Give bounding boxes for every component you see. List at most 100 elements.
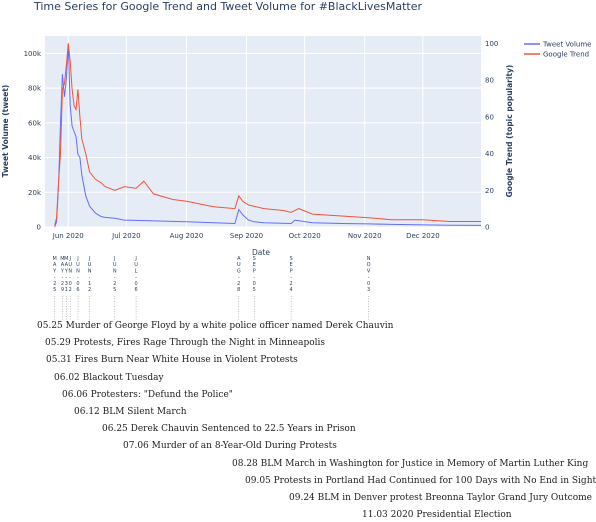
event-marker-letter: U (88, 262, 92, 268)
event-marker: MAY-31 (64, 256, 69, 320)
event-marker-letter: - (290, 275, 292, 281)
event-item: 09.24 BLM in Denver protest Breonna Tayl… (289, 493, 592, 503)
event-marker-letter: 9 (61, 287, 64, 293)
event-marker-letter: J (76, 256, 78, 262)
right-axis-ticks: 0 20 40 60 80 100 (485, 40, 498, 232)
event-marker-letter: N (367, 256, 371, 262)
event-marker-letter: U (76, 262, 80, 268)
event-marker-letter: E (253, 262, 256, 268)
event-marker-letter: 2 (69, 287, 72, 293)
x-tick-label: Jun 2020 (52, 232, 84, 240)
event-marker-letter: 4 (290, 287, 293, 293)
event-marker-letter: 0 (367, 281, 370, 287)
x-tick-label: Nov 2020 (348, 232, 382, 240)
event-markers: MAY-25MAY-29MAY-31JUN-02JUN-06JUN-12JUN-… (52, 256, 371, 320)
event-marker-letter: - (62, 275, 64, 281)
x-tick-label: Jul 2020 (111, 232, 141, 240)
event-marker-letter: - (135, 275, 137, 281)
left-tick-label: 20k (28, 189, 42, 197)
event-marker-letter: 2 (290, 281, 293, 287)
left-axis-ticks: 0 20k 40k 60k 80k 100k (24, 50, 42, 232)
legend[interactable]: Tweet Volume Google Trend (524, 41, 591, 59)
left-tick-label: 0 (37, 224, 41, 232)
event-marker-letter: 0 (134, 281, 137, 287)
legend-label[interactable]: Google Trend (543, 51, 589, 59)
chart-title: Time Series for Google Trend and Tweet V… (33, 0, 423, 13)
event-item: 06.06 Protesters: "Defund the Police" (62, 389, 233, 400)
event-marker-letter: 0 (69, 281, 72, 287)
event-marker-letter: A (65, 262, 69, 268)
event-marker-letter: M (64, 256, 68, 262)
right-tick-label: 100 (485, 40, 498, 48)
event-marker: MAY-25 (52, 256, 57, 320)
right-tick-label: 20 (485, 187, 494, 195)
left-tick-label: 80k (28, 85, 42, 93)
plot-area (45, 36, 481, 227)
left-tick-label: 60k (28, 119, 42, 127)
x-axis-ticks: Jun 2020 Jul 2020 Aug 2020 Sep 2020 Oct 2020… (52, 232, 440, 240)
event-marker-letter: V (367, 268, 371, 274)
event-marker-letter: - (89, 275, 91, 281)
event-marker-letter: N (113, 268, 117, 274)
event-marker-letter: P (290, 268, 293, 274)
event-marker: AUG-28 (237, 256, 241, 320)
event-marker-letter: - (77, 275, 79, 281)
event-marker-letter: J (134, 256, 136, 262)
event-marker-letter: P (253, 268, 256, 274)
event-item: 07.06 Murder of an 8-Year-Old During Pro… (123, 441, 337, 452)
event-marker-letter: 2 (61, 281, 64, 287)
event-marker-letter: Y (64, 268, 69, 274)
event-marker: JUN-06 (76, 256, 80, 320)
event-marker-letter: - (368, 275, 370, 281)
legend-label[interactable]: Tweet Volume (542, 41, 591, 49)
event-marker: JUN-25 (113, 256, 117, 320)
event-item: 05.31 Fires Burn Near White House in Vio… (46, 355, 298, 366)
right-tick-label: 80 (485, 77, 494, 85)
event-marker-letter: 3 (367, 287, 370, 293)
event-item: 11.03 2020 Presidential Election (362, 510, 512, 521)
left-tick-label: 100k (24, 50, 42, 58)
event-marker-letter: U (68, 262, 72, 268)
event-marker-letter: J (113, 256, 115, 262)
event-marker-letter: - (114, 275, 116, 281)
x-tick-label: Oct 2020 (289, 232, 321, 240)
event-marker: MAY-29 (60, 256, 65, 320)
right-tick-label: 40 (485, 150, 494, 158)
event-marker-letter: - (54, 275, 56, 281)
gridlines (45, 36, 481, 228)
event-marker-letter: 0 (76, 281, 79, 287)
event-marker-letter: A (61, 262, 65, 268)
event-item: 06.25 Derek Chauvin Sentenced to 22.5 Ye… (102, 424, 356, 435)
event-marker-letter: S (290, 256, 293, 262)
event-item: 05.29 Protests, Fires Rage Through the N… (45, 338, 326, 349)
event-item: 06.02 Blackout Tuesday (54, 372, 164, 383)
event-marker: NOV-03 (367, 256, 371, 320)
event-marker-letter: - (253, 275, 255, 281)
event-marker-letter: - (69, 275, 71, 281)
event-marker: JUN-12 (88, 256, 92, 320)
event-marker-letter: U (134, 262, 138, 268)
event-marker-letter: U (113, 262, 117, 268)
event-marker-letter: O (367, 262, 371, 268)
event-marker: JUN-02 (68, 256, 72, 320)
event-marker-letter: A (53, 262, 57, 268)
event-marker-letter: 2 (88, 287, 91, 293)
event-marker-letter: N (76, 268, 80, 274)
series-lines (54, 43, 482, 228)
event-item: 08.28 BLM March in Washington for Justic… (232, 458, 589, 469)
event-marker-letter: G (237, 268, 241, 274)
event-marker-letter: J (68, 256, 70, 262)
series-line-tweet-volume (54, 44, 482, 228)
event-marker-letter: 5 (53, 287, 56, 293)
right-tick-label: 0 (485, 224, 489, 232)
event-item: 09.05 Protests in Portland Had Continued… (245, 475, 596, 486)
event-marker-letter: N (88, 268, 92, 274)
event-marker-letter: M (60, 256, 64, 262)
left-axis-label: Tweet Volume (tweet) (1, 85, 10, 178)
event-marker: SEP-24 (290, 256, 293, 320)
event-marker-letter: 1 (65, 287, 68, 293)
event-marker-letter: 8 (237, 287, 240, 293)
event-item: 06.12 BLM Silent March (74, 407, 187, 417)
